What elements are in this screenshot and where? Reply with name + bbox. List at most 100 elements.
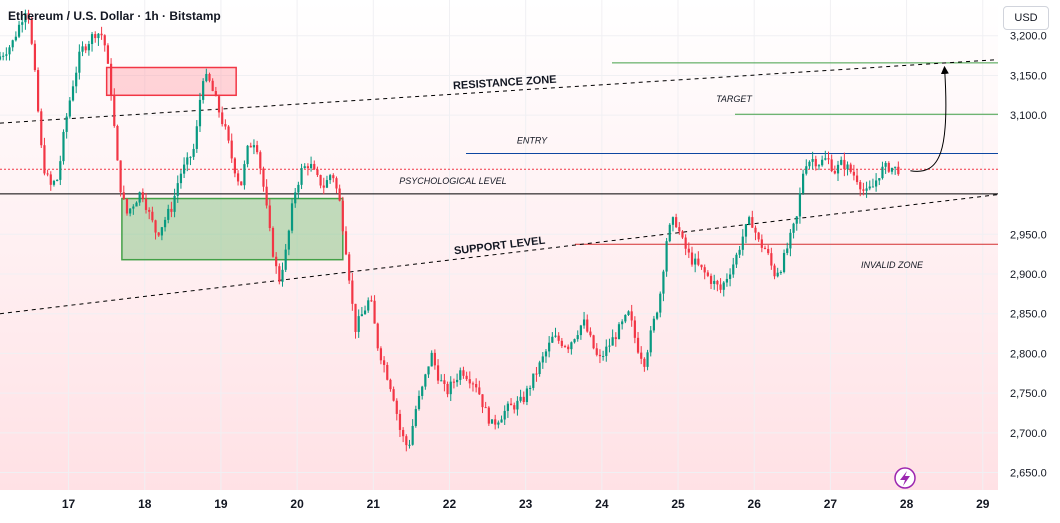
price-tick: 2,800.0 (1010, 348, 1047, 360)
candle-body (468, 379, 471, 384)
time-tick: 27 (824, 497, 838, 511)
time-axis[interactable]: 17 18 19 20 21 22 23 24 25 26 27 28 29 (62, 497, 990, 511)
candle-body (776, 272, 779, 277)
logo-bolt (900, 471, 910, 486)
candle-body (865, 188, 868, 191)
candle-body (78, 51, 81, 73)
candle-body (116, 125, 119, 161)
candle-body (655, 312, 659, 319)
time-tick: 22 (443, 497, 457, 511)
time-tick: 29 (976, 497, 990, 511)
price-tick: 2,900.0 (1010, 269, 1047, 281)
candle-body (462, 370, 465, 376)
time-tick: 24 (595, 497, 609, 511)
candle-body (576, 335, 579, 340)
candle-body (675, 217, 678, 228)
candle-body (551, 336, 554, 343)
candle-body (884, 162, 887, 167)
candle-body (862, 189, 865, 191)
candle-body (773, 265, 776, 277)
candle-body (570, 342, 573, 350)
candle-body (719, 284, 722, 290)
candle-body (68, 100, 71, 117)
candle-body (217, 96, 221, 113)
candle-body (716, 280, 719, 285)
candle-body (113, 95, 116, 126)
candle-body (405, 436, 408, 446)
candle-body (379, 348, 383, 361)
candle-body (33, 43, 37, 71)
candle-body (382, 360, 386, 365)
candle-body (52, 180, 56, 185)
candle-body (373, 300, 376, 324)
candle-body (649, 330, 652, 353)
price-axis[interactable] (998, 0, 1060, 518)
candle-body (754, 227, 757, 233)
candle-body (427, 366, 430, 375)
candle-body (27, 13, 30, 20)
candle-body (801, 173, 805, 194)
candle-body (81, 46, 84, 52)
candle-body (195, 126, 198, 149)
candle-body (87, 44, 90, 51)
candle-body (465, 375, 468, 380)
candle-body (519, 396, 522, 401)
time-tick: 28 (900, 497, 914, 511)
candle-body (14, 36, 17, 41)
candle-body (713, 280, 716, 284)
candle-body (265, 186, 268, 206)
candle-body (538, 362, 541, 374)
candle-body (763, 247, 767, 249)
candle-body (541, 356, 544, 363)
time-tick: 19 (214, 497, 228, 511)
candle-body (617, 324, 621, 340)
support-box (121, 197, 344, 261)
plot-background (0, 0, 998, 490)
candle-body (725, 278, 729, 283)
candle-body (417, 395, 421, 410)
price-tick: 2,850.0 (1010, 309, 1047, 321)
candle-body (709, 275, 713, 284)
candle-body (567, 346, 570, 350)
candle-body (579, 325, 582, 336)
candle-body (452, 381, 456, 383)
candle-body (243, 164, 246, 186)
candle-body (319, 175, 322, 186)
time-tick: 21 (367, 497, 381, 511)
candle-body (798, 193, 802, 217)
candle-body (367, 300, 370, 311)
projection-arrow (910, 65, 949, 172)
candle-body (871, 186, 875, 188)
candle-body (332, 175, 335, 179)
candle-body (5, 54, 8, 56)
candle-body (176, 183, 179, 196)
candle-body (249, 145, 252, 148)
candle-body (62, 131, 65, 162)
candle-body (728, 274, 732, 279)
candle-body (494, 419, 497, 425)
candle-body (544, 351, 548, 357)
candle-body (354, 303, 357, 332)
candle-body (852, 171, 855, 176)
candle-body (303, 166, 306, 169)
candle-body (821, 159, 824, 166)
candle-body (230, 140, 233, 159)
candle-body (516, 400, 519, 410)
candle-body (868, 186, 871, 189)
candle-body (211, 80, 214, 92)
candle-body (46, 173, 49, 175)
time-tick: 23 (519, 497, 533, 511)
candle-body (100, 33, 103, 36)
candle-body (611, 337, 614, 346)
candle-body (843, 159, 846, 170)
price-tick: 3,100.0 (1010, 110, 1047, 122)
currency-button[interactable]: USD (1003, 6, 1049, 30)
candle-body (24, 13, 27, 23)
candle-body (392, 389, 395, 401)
candle-body (646, 352, 649, 367)
time-tick: 25 (671, 497, 685, 511)
candle-body (56, 179, 59, 181)
candle-body (779, 271, 782, 273)
candle-body (817, 165, 821, 167)
